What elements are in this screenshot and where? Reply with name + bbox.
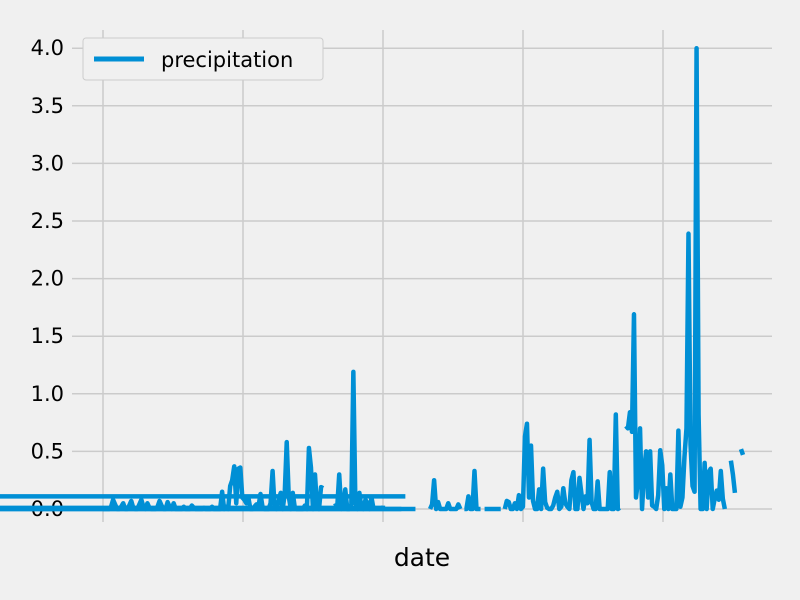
series-line-segment <box>624 45 728 512</box>
y-tick-label: 1.5 <box>31 324 64 348</box>
series-line-segment <box>502 412 621 512</box>
x-tick-marks <box>102 515 664 522</box>
y-tick-label: 4.0 <box>31 36 64 60</box>
y-tick-labels: 0.00.51.01.52.02.53.03.54.0 <box>31 36 64 521</box>
y-tick-label: 3.0 <box>31 151 64 175</box>
y-tick-label: 2.0 <box>31 267 64 291</box>
series-line-segment <box>738 448 746 456</box>
series-line-segment <box>728 460 738 494</box>
y-gridlines <box>72 47 772 510</box>
legend: precipitation <box>82 37 324 81</box>
x-axis-label: date <box>394 543 450 572</box>
series-precipitation <box>0 45 746 512</box>
series-line-segment <box>464 468 481 512</box>
x-gridlines <box>102 30 664 515</box>
y-tick-label: 0.5 <box>31 439 64 463</box>
series-line-segment <box>428 477 463 512</box>
legend-box <box>82 37 324 81</box>
y-tick-label: 2.5 <box>31 209 64 233</box>
y-tick-label: 1.0 <box>31 382 64 406</box>
y-tick-label: 3.5 <box>31 94 64 118</box>
legend-label: precipitation <box>161 48 293 72</box>
